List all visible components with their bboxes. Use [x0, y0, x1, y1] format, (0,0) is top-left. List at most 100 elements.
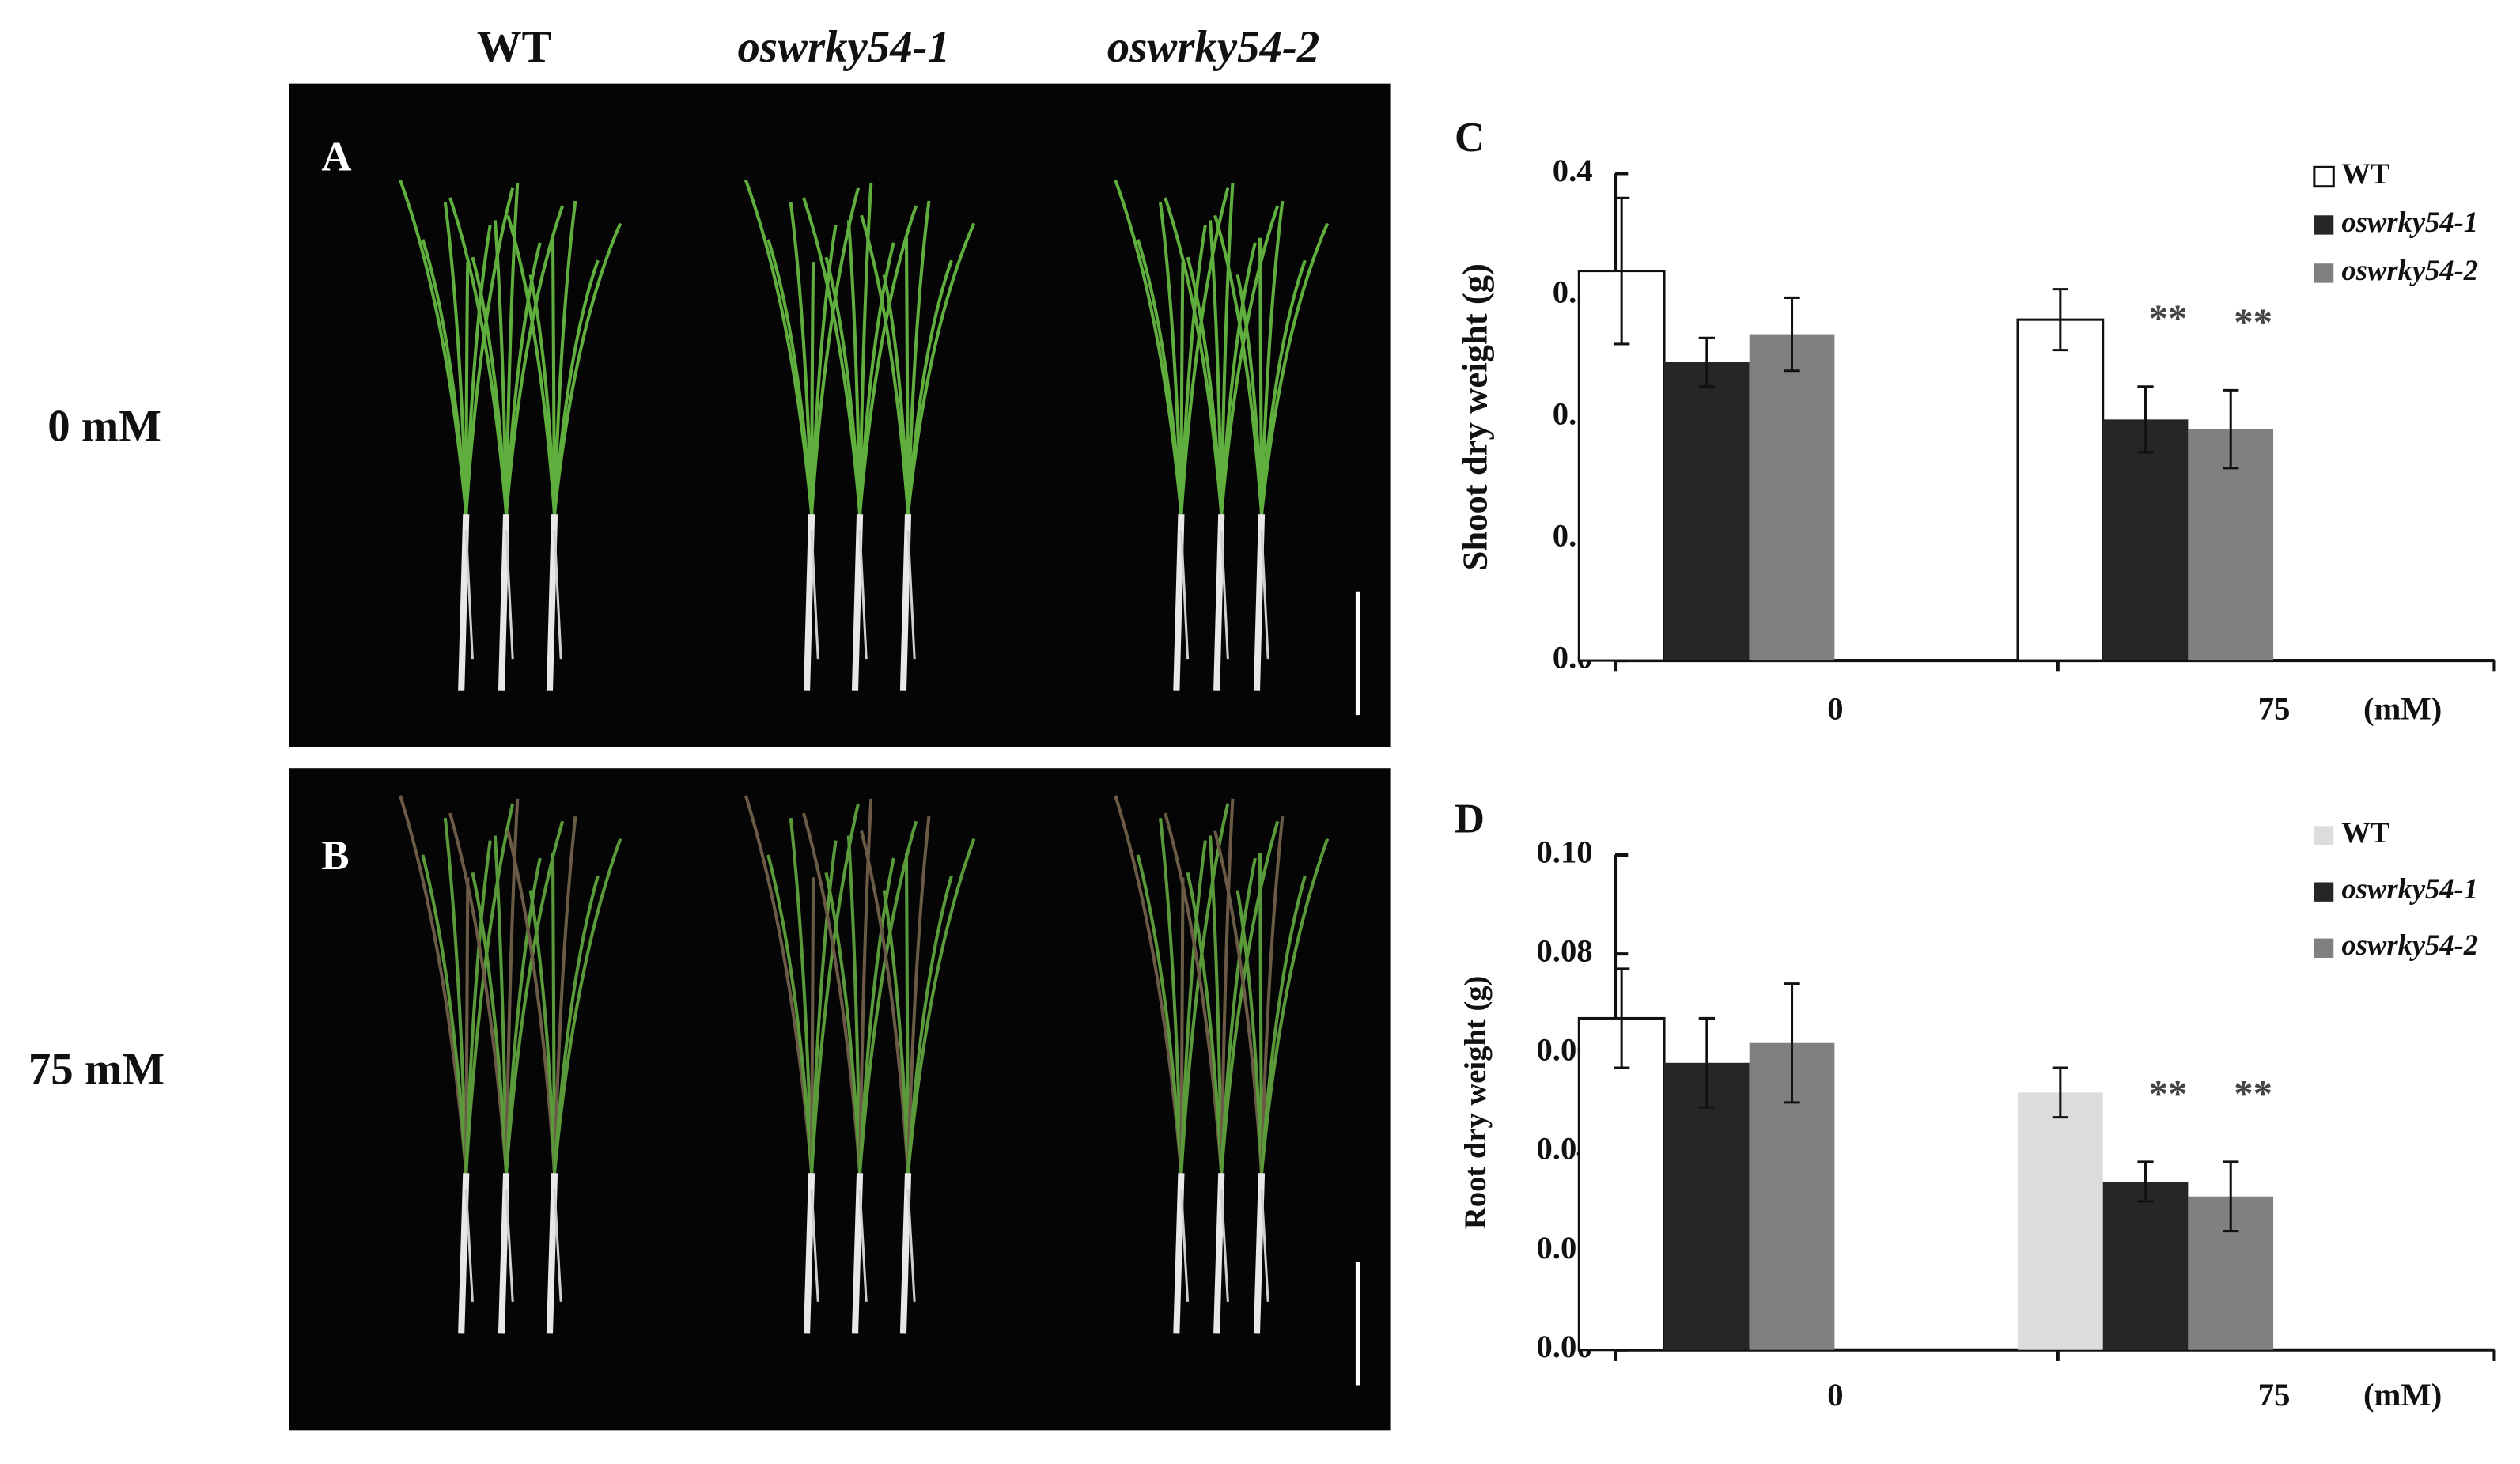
row-label: 0 mM: [47, 402, 161, 452]
leaf: [824, 872, 862, 1174]
leaf: [553, 222, 622, 515]
photo-panel-a: [289, 83, 1391, 747]
leaf: [1136, 854, 1183, 1174]
error-bar: [2223, 1160, 2239, 1233]
leaf: [1159, 202, 1183, 515]
legend-swatch: [2314, 826, 2334, 845]
error-bar: [2137, 1160, 2154, 1203]
leaf: [789, 202, 814, 515]
bar: [1664, 362, 1750, 661]
panel-label: D: [1455, 796, 1485, 842]
panel-label: A: [321, 134, 351, 180]
error-bar: [1698, 336, 1716, 388]
leaf: [906, 222, 976, 515]
leaf: [858, 205, 918, 515]
leaf: [1260, 838, 1330, 1174]
leaf: [1186, 872, 1224, 1174]
leaf: [810, 262, 815, 515]
leaf: [1260, 815, 1285, 1174]
root: [546, 514, 558, 691]
root: [803, 514, 815, 691]
leaf: [464, 262, 470, 515]
bar: [1664, 1062, 1750, 1350]
column-label: oswrky54-2: [1107, 22, 1320, 72]
root: [1179, 530, 1190, 660]
leaf: [824, 256, 862, 515]
legend-label: oswrky54-2: [2341, 254, 2478, 286]
root: [498, 1173, 510, 1334]
leaf: [1159, 817, 1183, 1174]
legend-swatch: [2314, 882, 2334, 902]
legend-swatch: [2314, 938, 2334, 958]
leaf: [1208, 220, 1224, 515]
root: [906, 530, 916, 660]
error-bar: [2137, 385, 2154, 454]
leaf: [471, 872, 509, 1174]
root: [1220, 530, 1229, 660]
y-tick-label: 0.08: [1536, 932, 1592, 968]
leaf: [858, 183, 873, 515]
leaf: [882, 890, 910, 1174]
significance-marker: **: [2234, 301, 2272, 343]
leaf: [1136, 239, 1183, 515]
leaf: [882, 274, 910, 515]
leaf: [1235, 274, 1264, 515]
column-label: oswrky54-1: [737, 22, 950, 72]
leaf: [551, 853, 557, 1174]
root: [851, 1173, 864, 1334]
panel-label: B: [321, 833, 349, 879]
leaf: [1220, 183, 1235, 515]
leaf: [906, 815, 931, 1174]
x-axis-label: (mM): [2363, 1377, 2442, 1413]
leaf: [1179, 187, 1230, 515]
leaf: [421, 239, 468, 515]
leaf: [1220, 205, 1280, 515]
legend-label: oswrky54-1: [2341, 872, 2478, 905]
leaf: [1260, 200, 1285, 515]
leaf: [1258, 237, 1264, 515]
leaf: [1208, 835, 1224, 1174]
error-bar: [2052, 1066, 2069, 1119]
bar: [1749, 334, 1835, 661]
leaf: [846, 835, 862, 1174]
x-tick-label: 0: [1827, 690, 1843, 726]
root: [1179, 1189, 1190, 1302]
legend-label: oswrky54-2: [2341, 929, 2478, 961]
leaf: [493, 835, 509, 1174]
leaf: [906, 838, 976, 1174]
error-bar: [1614, 967, 1630, 1069]
row-label: 75 mM: [28, 1044, 165, 1094]
leaf: [904, 853, 910, 1174]
error-bar: [1614, 196, 1630, 346]
legend-label: WT: [2341, 157, 2389, 190]
leaf: [552, 815, 577, 1174]
root: [553, 530, 562, 660]
leaf: [505, 183, 520, 515]
leaf: [552, 200, 577, 515]
root: [553, 1189, 562, 1302]
y-axis-label: Shoot dry weight (g): [1455, 263, 1495, 571]
x-axis-label: (mM): [2363, 690, 2442, 726]
error-bar: [2052, 288, 2069, 352]
legend-swatch: [2314, 263, 2334, 283]
leaf: [505, 798, 520, 1174]
plants: [399, 179, 1330, 1334]
leaf: [1260, 222, 1330, 515]
root: [1213, 1173, 1225, 1334]
root: [458, 514, 470, 691]
error-bar: [1784, 296, 1800, 373]
leaf: [464, 877, 470, 1174]
root: [464, 1189, 474, 1302]
leaf: [464, 187, 515, 515]
root: [458, 1173, 470, 1334]
root: [1220, 1189, 1229, 1302]
root: [505, 1189, 514, 1302]
leaf: [443, 202, 468, 515]
legend-label: oswrky54-1: [2341, 206, 2478, 238]
significance-marker: **: [2149, 1072, 2188, 1115]
bar: [2016, 318, 2105, 662]
leaf: [904, 237, 910, 515]
leaf: [1179, 877, 1185, 1174]
leaf: [493, 220, 509, 515]
root: [851, 514, 864, 691]
